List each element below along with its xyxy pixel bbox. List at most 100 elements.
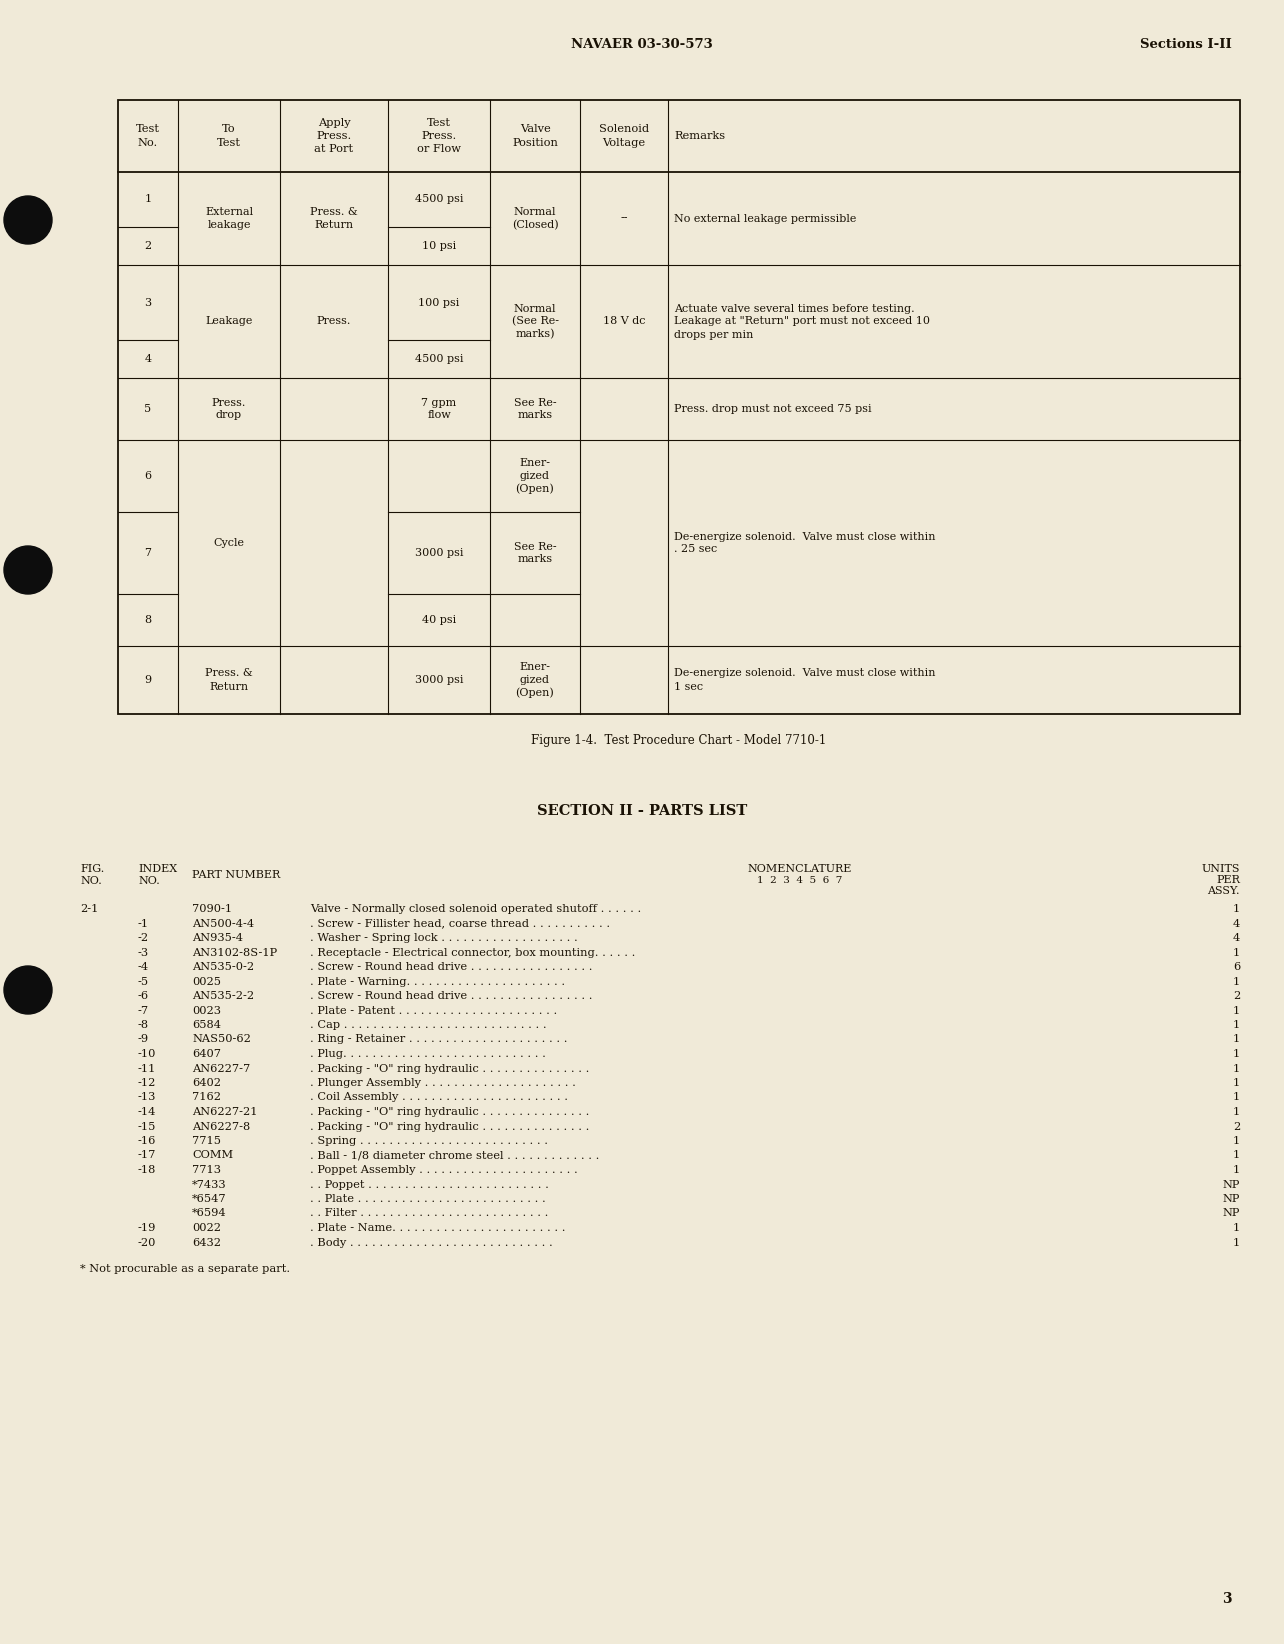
Text: Press. &: Press. & — [311, 207, 358, 217]
Text: Voltage: Voltage — [602, 138, 646, 148]
Text: Return: Return — [315, 220, 353, 230]
Text: 1  2  3  4  5  6  7: 1 2 3 4 5 6 7 — [758, 876, 842, 884]
Circle shape — [4, 967, 51, 1014]
Text: . Plunger Assembly . . . . . . . . . . . . . . . . . . . . .: . Plunger Assembly . . . . . . . . . . .… — [309, 1078, 577, 1088]
Text: 6402: 6402 — [193, 1078, 221, 1088]
Text: *6594: *6594 — [193, 1208, 226, 1218]
Text: De-energize solenoid.  Valve must close within: De-energize solenoid. Valve must close w… — [674, 531, 936, 541]
Text: (See Re-: (See Re- — [511, 316, 559, 327]
Text: at Port: at Port — [315, 145, 353, 155]
Text: . Spring . . . . . . . . . . . . . . . . . . . . . . . . . .: . Spring . . . . . . . . . . . . . . . .… — [309, 1136, 548, 1146]
Text: Apply: Apply — [317, 118, 351, 128]
Text: 7 gpm: 7 gpm — [421, 398, 457, 408]
Text: 2: 2 — [1233, 991, 1240, 1001]
Text: Ener-: Ener- — [520, 459, 551, 469]
Text: --: -- — [620, 214, 628, 224]
Text: -10: -10 — [137, 1049, 157, 1059]
Text: 4: 4 — [1233, 934, 1240, 944]
Text: 2-1: 2-1 — [80, 904, 99, 914]
Text: 0025: 0025 — [193, 977, 221, 986]
Text: Valve: Valve — [520, 125, 551, 135]
Text: . Body . . . . . . . . . . . . . . . . . . . . . . . . . . . .: . Body . . . . . . . . . . . . . . . . .… — [309, 1238, 552, 1248]
Text: PART NUMBER: PART NUMBER — [193, 870, 280, 880]
Text: Figure 1-4.  Test Procedure Chart - Model 7710-1: Figure 1-4. Test Procedure Chart - Model… — [532, 733, 827, 746]
Text: See Re-: See Re- — [514, 541, 556, 551]
Text: NO.: NO. — [137, 876, 159, 886]
Text: Sections I-II: Sections I-II — [1140, 38, 1233, 51]
Text: 3: 3 — [144, 298, 152, 307]
Text: marks: marks — [517, 554, 552, 564]
Text: AN6227-7: AN6227-7 — [193, 1064, 250, 1074]
Text: -13: -13 — [137, 1093, 157, 1103]
Text: 6407: 6407 — [193, 1049, 221, 1059]
Text: 6: 6 — [1233, 962, 1240, 972]
Text: marks): marks) — [515, 329, 555, 340]
Text: 4: 4 — [144, 353, 152, 363]
Text: De-energize solenoid.  Valve must close within: De-energize solenoid. Valve must close w… — [674, 669, 936, 679]
Text: Normal: Normal — [514, 304, 556, 314]
Text: -5: -5 — [137, 977, 149, 986]
Text: 1: 1 — [1233, 1223, 1240, 1233]
Text: Press. drop must not exceed 75 psi: Press. drop must not exceed 75 psi — [674, 404, 872, 414]
Text: *7433: *7433 — [193, 1179, 226, 1190]
Text: AN535-2-2: AN535-2-2 — [193, 991, 254, 1001]
Text: 3000 psi: 3000 psi — [415, 547, 464, 557]
Text: 4500 psi: 4500 psi — [415, 353, 464, 363]
Text: 1: 1 — [1233, 977, 1240, 986]
Text: 7162: 7162 — [193, 1093, 221, 1103]
Text: Solenoid: Solenoid — [598, 125, 650, 135]
Text: Press.: Press. — [316, 132, 352, 141]
Text: . Ball - 1/8 diameter chrome steel . . . . . . . . . . . . .: . Ball - 1/8 diameter chrome steel . . .… — [309, 1151, 600, 1161]
Text: -1: -1 — [137, 919, 149, 929]
Text: See Re-: See Re- — [514, 398, 556, 408]
Text: . Cap . . . . . . . . . . . . . . . . . . . . . . . . . . . .: . Cap . . . . . . . . . . . . . . . . . … — [309, 1019, 547, 1031]
Text: 5: 5 — [144, 404, 152, 414]
Text: 6: 6 — [144, 470, 152, 482]
Text: . . Filter . . . . . . . . . . . . . . . . . . . . . . . . . .: . . Filter . . . . . . . . . . . . . . .… — [309, 1208, 548, 1218]
Text: 9: 9 — [144, 676, 152, 686]
Circle shape — [4, 196, 51, 243]
Text: -15: -15 — [137, 1121, 157, 1131]
Text: Return: Return — [209, 682, 249, 692]
Text: -4: -4 — [137, 962, 149, 972]
Text: 40 psi: 40 psi — [422, 615, 456, 625]
Text: 0023: 0023 — [193, 1006, 221, 1016]
Text: -6: -6 — [137, 991, 149, 1001]
Text: . . Poppet . . . . . . . . . . . . . . . . . . . . . . . . .: . . Poppet . . . . . . . . . . . . . . .… — [309, 1179, 548, 1190]
Text: -3: -3 — [137, 947, 149, 957]
Text: 18 V dc: 18 V dc — [602, 317, 646, 327]
Text: SECTION II - PARTS LIST: SECTION II - PARTS LIST — [537, 804, 747, 819]
Text: 1: 1 — [1233, 1064, 1240, 1074]
Text: PER: PER — [1216, 875, 1240, 884]
Text: Cycle: Cycle — [213, 538, 244, 547]
Text: -19: -19 — [137, 1223, 157, 1233]
Text: Normal: Normal — [514, 207, 556, 217]
Text: 1: 1 — [144, 194, 152, 204]
Text: 1: 1 — [1233, 1049, 1240, 1059]
Text: -9: -9 — [137, 1034, 149, 1044]
Text: Press.: Press. — [421, 132, 457, 141]
Text: . Poppet Assembly . . . . . . . . . . . . . . . . . . . . . .: . Poppet Assembly . . . . . . . . . . . … — [309, 1166, 578, 1175]
Text: No external leakage permissible: No external leakage permissible — [674, 214, 856, 224]
Text: flow: flow — [428, 411, 451, 421]
Text: NO.: NO. — [80, 876, 101, 886]
Text: . Plate - Name. . . . . . . . . . . . . . . . . . . . . . . .: . Plate - Name. . . . . . . . . . . . . … — [309, 1223, 565, 1233]
Text: (Open): (Open) — [516, 687, 555, 699]
Text: *6547: *6547 — [193, 1194, 226, 1203]
Text: (Open): (Open) — [516, 483, 555, 495]
Text: COMM: COMM — [193, 1151, 234, 1161]
Text: (Closed): (Closed) — [512, 220, 559, 230]
Text: Test: Test — [428, 118, 451, 128]
Text: Remarks: Remarks — [674, 132, 725, 141]
Text: FIG.: FIG. — [80, 865, 104, 875]
Text: 4: 4 — [1233, 919, 1240, 929]
Text: . 25 sec: . 25 sec — [674, 544, 718, 554]
Text: 7715: 7715 — [193, 1136, 221, 1146]
Text: 1: 1 — [1233, 1151, 1240, 1161]
Text: External: External — [205, 207, 253, 217]
Text: gized: gized — [520, 676, 550, 686]
Text: . Plate - Patent . . . . . . . . . . . . . . . . . . . . . .: . Plate - Patent . . . . . . . . . . . .… — [309, 1006, 557, 1016]
Text: 1: 1 — [1233, 947, 1240, 957]
Text: . Packing - "O" ring hydraulic . . . . . . . . . . . . . . .: . Packing - "O" ring hydraulic . . . . .… — [309, 1121, 589, 1131]
Text: 100 psi: 100 psi — [419, 298, 460, 307]
